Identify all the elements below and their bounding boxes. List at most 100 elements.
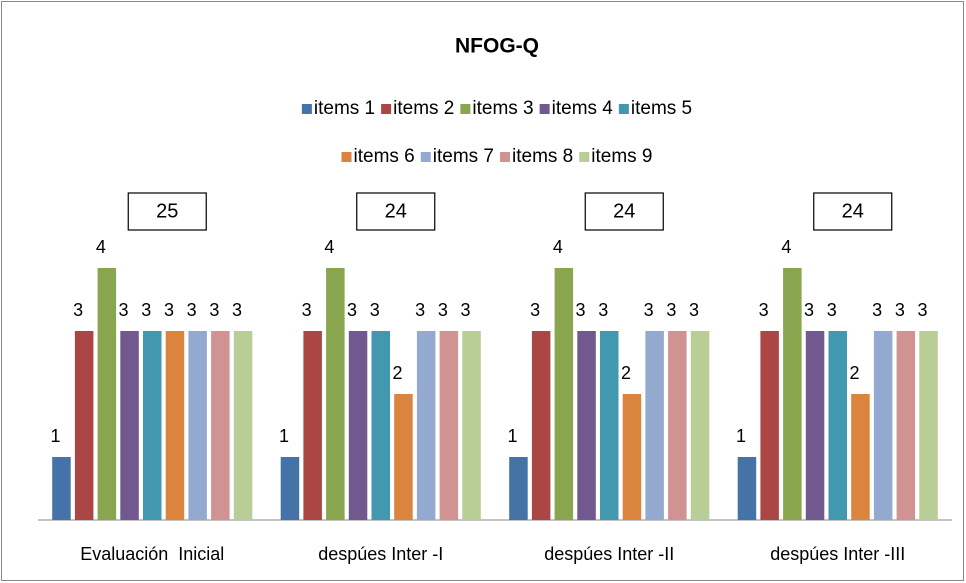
bar [896, 331, 916, 520]
data-label: 1 [736, 426, 746, 446]
bar [462, 331, 481, 520]
legend-label: items 4 [552, 98, 614, 119]
legend-swatch [579, 152, 590, 162]
x-tick-label: Evaluación Inicial [80, 544, 224, 564]
data-label: 3 [872, 300, 882, 320]
bar [668, 331, 687, 520]
legend-label: items 2 [393, 98, 454, 119]
total-box [813, 192, 893, 231]
data-label: 3 [302, 300, 312, 320]
bar [622, 394, 642, 520]
data-label: 3 [415, 300, 425, 320]
data-label: 4 [553, 237, 563, 257]
data-label: 3 [141, 300, 151, 320]
bar [531, 331, 551, 520]
data-label: 3 [73, 300, 83, 320]
bar [233, 331, 253, 520]
legend-swatch [539, 104, 550, 114]
data-label: 3 [689, 300, 699, 320]
bar [394, 394, 413, 520]
legend-label: items 8 [512, 146, 573, 167]
x-tick-label: despúes Inter -I [318, 544, 443, 564]
bar [439, 331, 459, 520]
total-label: 25 [156, 200, 178, 222]
data-label: 3 [576, 300, 586, 320]
bar [165, 331, 185, 520]
bar [371, 331, 390, 520]
bar [74, 331, 94, 520]
data-label: 3 [232, 300, 242, 320]
bar [554, 268, 574, 520]
data-label: 3 [827, 300, 837, 320]
data-label: 2 [621, 363, 631, 383]
bar [509, 457, 528, 520]
bar [873, 331, 893, 520]
bar [120, 331, 139, 520]
bar [783, 268, 802, 520]
bar [211, 331, 230, 520]
bar [188, 331, 207, 520]
data-label: 3 [119, 300, 129, 320]
legend-label: items 6 [354, 146, 415, 167]
total-label: 24 [613, 200, 635, 222]
data-label: 3 [438, 300, 448, 320]
bar [600, 331, 619, 520]
legend-swatch [420, 152, 431, 162]
x-tick-label: despúes Inter -III [770, 544, 905, 564]
data-label: 3 [209, 300, 219, 320]
bar [143, 331, 162, 520]
legend-label: items 3 [472, 98, 533, 119]
data-label: 3 [530, 300, 540, 320]
data-label: 3 [461, 300, 471, 320]
bar [577, 331, 596, 520]
bar [737, 457, 757, 520]
data-label: 3 [164, 300, 174, 320]
data-label: 3 [759, 300, 769, 320]
legend-swatch [301, 104, 312, 114]
data-label: 3 [598, 300, 608, 320]
legend-label: items 9 [591, 146, 652, 167]
bar [919, 331, 938, 520]
data-label: 3 [370, 300, 380, 320]
data-label: 3 [804, 300, 814, 320]
legend-swatch [381, 104, 392, 114]
data-label: 1 [50, 426, 60, 446]
bar [52, 457, 71, 520]
legend-swatch [341, 152, 352, 162]
total-label: 24 [842, 200, 864, 222]
data-label: 1 [507, 426, 517, 446]
bar [828, 331, 847, 520]
x-tick-label: despúes Inter -II [544, 544, 674, 564]
legend-label: items 5 [631, 98, 692, 119]
data-label: 3 [666, 300, 676, 320]
bar [303, 331, 322, 520]
data-label: 3 [347, 300, 357, 320]
legend-label: items 1 [314, 98, 375, 119]
bar [760, 331, 779, 520]
bar [416, 331, 436, 520]
data-label: 4 [324, 237, 334, 257]
bar [645, 331, 664, 520]
total-box [127, 192, 207, 231]
data-label: 3 [187, 300, 197, 320]
bar [690, 331, 710, 520]
data-label: 4 [96, 237, 106, 257]
legend-swatch [500, 152, 510, 162]
bar [348, 331, 368, 520]
bar [851, 394, 870, 520]
bar [280, 457, 300, 520]
total-box [584, 192, 664, 231]
data-label: 1 [279, 426, 289, 446]
total-box [356, 192, 436, 231]
data-label: 3 [918, 300, 928, 320]
data-label: 3 [644, 300, 654, 320]
legend-swatch [460, 104, 471, 114]
data-label: 4 [781, 237, 791, 257]
bar [97, 268, 117, 520]
bar [326, 268, 345, 520]
bar [805, 331, 825, 520]
total-label: 24 [385, 200, 407, 222]
chart-title: NFOG-Q [455, 35, 539, 58]
